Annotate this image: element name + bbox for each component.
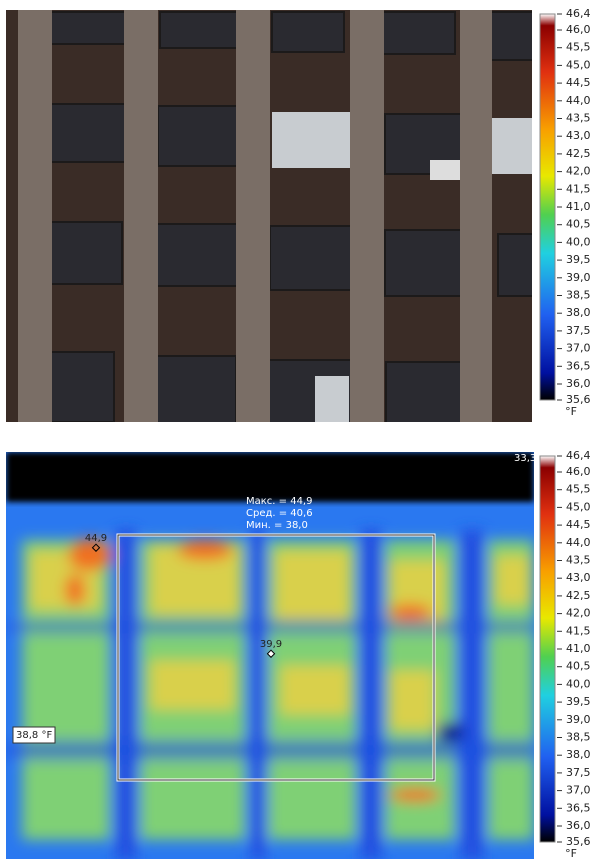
scale-unit: °F — [565, 847, 577, 859]
scale-label: 43,5 — [566, 554, 591, 567]
corner-value: 33,3 — [514, 453, 536, 464]
scale-label: 46,0 — [566, 465, 591, 478]
scale-label: 45,0 — [566, 58, 591, 71]
isotherm-label: 38,8 °F — [16, 730, 52, 741]
scale-label: 46,4 — [566, 449, 591, 462]
scale-label: 41,5 — [566, 182, 591, 195]
scale-label: 43,0 — [566, 129, 591, 142]
scale-label: 37,0 — [566, 784, 591, 797]
photo — [6, 10, 538, 432]
scale-label: 38,5 — [566, 289, 591, 302]
scale-label: 45,0 — [566, 500, 591, 513]
screenshot: 44,9 39,9 Макс. = 44,9 Сред. = 40,6 Мин.… — [0, 0, 599, 859]
point-label: 39,9 — [260, 639, 282, 650]
scale-label: 40,5 — [566, 660, 591, 673]
stat-avg: Сред. = 40,6 — [246, 508, 313, 519]
colorbar — [540, 14, 555, 400]
scale-label: 40,0 — [566, 677, 591, 690]
scale-label: 45,5 — [566, 41, 591, 54]
scale-label: 44,0 — [566, 94, 591, 107]
scale-label: 42,0 — [566, 607, 591, 620]
scale-label: 37,5 — [566, 324, 591, 337]
scale-label: 36,5 — [566, 801, 591, 814]
scale-label: 40,0 — [566, 235, 591, 248]
scale-unit: °F — [565, 405, 577, 418]
scale-label: 42,0 — [566, 165, 591, 178]
scale-label: 38,0 — [566, 748, 591, 761]
scale-label: 36,0 — [566, 819, 591, 832]
colorbar — [540, 456, 555, 842]
scale-label: 36,5 — [566, 359, 591, 372]
scale-label: 42,5 — [566, 589, 591, 602]
scale-label: 43,0 — [566, 571, 591, 584]
scale-label: 41,0 — [566, 200, 591, 213]
scale-label: 44,5 — [566, 76, 591, 89]
scale-label: 44,5 — [566, 518, 591, 531]
scale-label: 41,0 — [566, 642, 591, 655]
scale-label: 39,0 — [566, 271, 591, 284]
scale-label: 45,5 — [566, 483, 591, 496]
scale-label: 40,5 — [566, 218, 591, 231]
scale-label: 42,5 — [566, 147, 591, 160]
scale-label: 37,5 — [566, 766, 591, 779]
scale-label: 37,0 — [566, 342, 591, 355]
point-label: 44,9 — [85, 533, 107, 544]
scale-label: 46,0 — [566, 23, 591, 36]
scale-label: 36,0 — [566, 377, 591, 390]
scale-label: 39,5 — [566, 253, 591, 266]
scale-label: 41,5 — [566, 624, 591, 637]
stat-min: Мин. = 38,0 — [246, 520, 308, 531]
stat-max: Макс. = 44,9 — [246, 496, 312, 507]
scale-label: 39,0 — [566, 713, 591, 726]
scale-label: 43,5 — [566, 112, 591, 125]
scale-label: 44,0 — [566, 536, 591, 549]
scale-label: 46,4 — [566, 7, 591, 20]
scale-label: 39,5 — [566, 695, 591, 708]
scale-label: 38,5 — [566, 731, 591, 744]
scale-label: 38,0 — [566, 306, 591, 319]
